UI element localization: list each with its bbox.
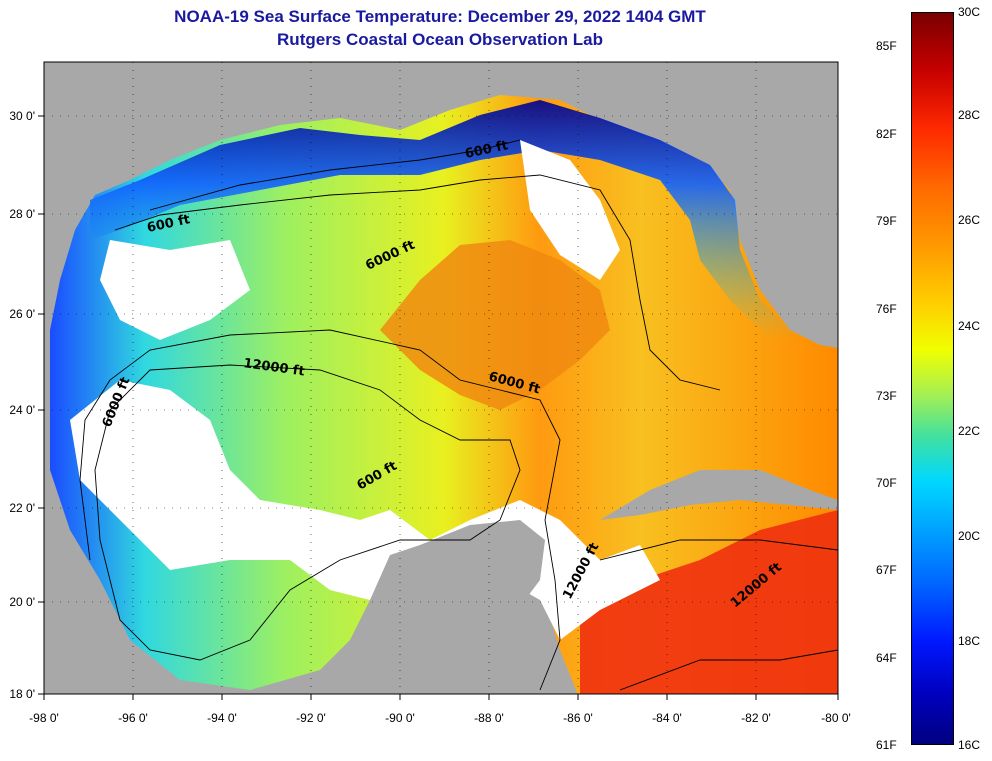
temperature-colorbar <box>911 12 954 745</box>
colorbar-f-label: 67F <box>876 563 897 577</box>
cloud-cover-west <box>100 240 250 340</box>
lon-tick-label: -84 0' <box>652 711 682 725</box>
colorbar-f-label: 76F <box>876 302 897 316</box>
lat-tick-label: 30 0' <box>9 109 35 123</box>
colorbar-f-label: 73F <box>876 389 897 403</box>
colorbar-c-label: 18C <box>958 634 981 648</box>
map-frame <box>43 61 839 695</box>
lon-tick-label: -88 0' <box>474 711 504 725</box>
map-title: NOAA-19 Sea Surface Temperature: Decembe… <box>174 7 706 26</box>
colorbar-f-label: 85F <box>876 39 897 53</box>
cloud-cover-east <box>520 140 620 280</box>
colorbar-c-label: 30C <box>958 5 981 19</box>
lon-tick-label: -96 0' <box>118 711 148 725</box>
warm-loop <box>380 240 610 410</box>
colorbar-c-label: 22C <box>958 424 981 438</box>
axis-ticks <box>38 115 839 700</box>
colorbar-f-label: 64F <box>876 651 897 665</box>
lon-tick-label: -90 0' <box>385 711 415 725</box>
colorbar-c-label: 26C <box>958 213 981 227</box>
map-subtitle: Rutgers Coastal Ocean Observation Lab <box>277 30 603 49</box>
lon-tick-label: -98 0' <box>29 711 59 725</box>
colorbar-c-label: 16C <box>958 738 981 752</box>
lat-tick-label: 28 0' <box>9 207 35 221</box>
cold-shelf <box>90 100 800 340</box>
florida-land <box>755 62 838 345</box>
colorbar-c-label: 24C <box>958 319 981 333</box>
lat-tick-label: 26 0' <box>9 307 35 321</box>
yucatan-land <box>360 520 545 690</box>
colorbar-f-label: 70F <box>876 476 897 490</box>
lat-tick-label: 24 0' <box>9 403 35 417</box>
colorbar-f-label: 79F <box>876 214 897 228</box>
lon-tick-label: -92 0' <box>296 711 326 725</box>
lat-tick-label: 22 0' <box>9 501 35 515</box>
bathymetry-contours <box>79 139 839 691</box>
caribbean-warm <box>580 510 838 694</box>
lon-tick-label: -80 0' <box>821 711 851 725</box>
colorbar-f-label: 82F <box>876 127 897 141</box>
colorbar-c-label: 20C <box>958 529 981 543</box>
colorbar-c-label: 28C <box>958 108 981 122</box>
lat-tick-label: 18 0' <box>9 687 35 701</box>
colorbar-f-label: 61F <box>876 738 897 752</box>
cuba-land <box>600 470 838 520</box>
lon-tick-label: -82 0' <box>741 711 771 725</box>
lon-tick-label: -86 0' <box>563 711 593 725</box>
lon-tick-label: -94 0' <box>207 711 237 725</box>
lat-tick-label: 20 0' <box>9 595 35 609</box>
